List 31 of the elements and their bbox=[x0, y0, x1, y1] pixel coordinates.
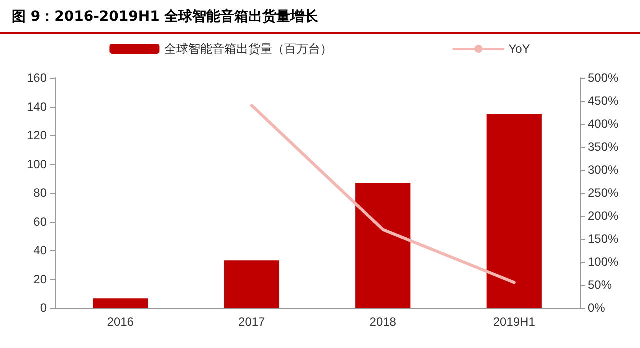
bar bbox=[356, 182, 411, 308]
y2-tick-label: 0% bbox=[588, 301, 606, 315]
y-tick-label: 40 bbox=[34, 244, 48, 258]
y2-tick-label: 450% bbox=[588, 94, 620, 108]
legend-label: YoY bbox=[508, 42, 530, 56]
chart-title: 图 9：2016-2019H1 全球智能音箱出货量增长 bbox=[0, 0, 640, 34]
x-tick-label: 2019H1 bbox=[493, 315, 536, 329]
y2-tick-label: 300% bbox=[588, 163, 620, 177]
x-tick-label: 2018 bbox=[370, 315, 397, 329]
bar bbox=[486, 114, 542, 308]
x-tick-label: 2017 bbox=[238, 315, 266, 329]
y2-tick-label: 350% bbox=[588, 140, 620, 154]
y2-tick-label: 400% bbox=[588, 117, 620, 131]
x-tick-label: 2016 bbox=[107, 315, 134, 329]
y2-tick-label: 500% bbox=[588, 71, 620, 85]
y-tick-label: 140 bbox=[26, 100, 48, 114]
y-tick-label: 120 bbox=[26, 128, 48, 142]
bar bbox=[93, 298, 148, 308]
y2-tick-label: 150% bbox=[588, 232, 620, 246]
y-tick-label: 160 bbox=[26, 71, 48, 85]
y-tick-label: 20 bbox=[34, 272, 48, 286]
y2-tick-label: 100% bbox=[588, 255, 620, 269]
y2-tick-label: 250% bbox=[588, 186, 620, 200]
y2-tick-label: 200% bbox=[588, 209, 620, 223]
y-tick-label: 0 bbox=[40, 301, 48, 315]
bar bbox=[224, 260, 280, 308]
y-tick-label: 100 bbox=[26, 157, 48, 172]
y-tick-label: 60 bbox=[34, 214, 48, 229]
y2-tick-label: 50% bbox=[588, 278, 612, 292]
legend-label: 全球智能音箱出货量（百万台） bbox=[164, 42, 333, 56]
y-tick-label: 80 bbox=[34, 186, 48, 200]
